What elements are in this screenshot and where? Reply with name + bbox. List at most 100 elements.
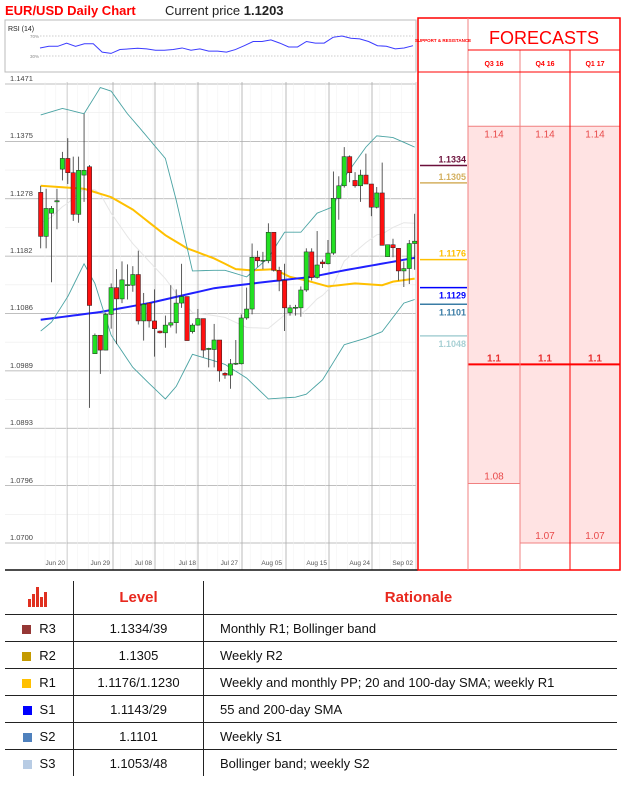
y-tick-label: 1.1375 <box>10 131 33 140</box>
candle-body <box>244 308 250 319</box>
sr-level-value: 1.1334 <box>438 155 466 165</box>
candle-body <box>395 248 401 272</box>
candle-body <box>190 324 195 332</box>
y-tick-label: 1.1471 <box>10 74 33 83</box>
candle-body <box>255 256 260 262</box>
rsi-lower-label: 30% <box>30 54 39 59</box>
level-color-swatch <box>22 732 32 742</box>
candle-body <box>87 166 92 306</box>
y-tick-label: 1.0796 <box>10 476 33 485</box>
candle-body <box>184 296 190 341</box>
forecast-high-value: 1.14 <box>535 129 555 140</box>
level-rationale: Monthly R1; Bollinger band <box>203 614 617 642</box>
rsi-upper-label: 70% <box>30 34 39 39</box>
candle-body <box>49 208 54 214</box>
forecast-high-value: 1.14 <box>585 129 605 140</box>
level-id-text: R1 <box>39 674 56 690</box>
table-row: S2 1.1101 Weekly S1 <box>5 722 617 750</box>
bollinger-middle-line <box>40 188 415 329</box>
x-tick-label: Jul 08 <box>135 560 153 567</box>
rsi-panel: RSI (14) 70% 30% <box>4 19 417 73</box>
sr-level-value: 1.1101 <box>439 307 466 317</box>
rsi-label: RSI (14) <box>8 26 34 33</box>
level-id-text: R2 <box>39 647 56 663</box>
level-value: 1.1053/48 <box>73 749 204 776</box>
candle-body <box>124 284 130 286</box>
x-tick-label: Aug 05 <box>261 560 282 567</box>
y-tick-label: 1.0989 <box>10 361 33 370</box>
candle-body <box>114 287 120 300</box>
candle-body <box>412 240 418 244</box>
level-color-swatch <box>22 651 32 661</box>
candle-body <box>173 302 179 323</box>
candle-body <box>358 174 363 187</box>
x-tick-label: Sep 02 <box>392 560 413 567</box>
candle-body <box>292 306 298 309</box>
level-id: S2 <box>5 722 74 750</box>
candle-body <box>303 251 309 291</box>
level-id-text: S3 <box>39 755 56 771</box>
table-row: R1 1.1176/1.1230 Weekly and monthly PP; 20… <box>5 668 617 696</box>
candle-body <box>385 244 391 257</box>
current-price: Current price 1.1203 <box>165 3 284 18</box>
support-resistance-levels: 1.1334 1.1305 1.1176 1.1129 1.1101 1.1048 <box>420 155 467 349</box>
level-rationale: Weekly S1 <box>203 722 617 750</box>
candle-body <box>103 314 109 351</box>
x-tick-label: Aug 15 <box>306 560 327 567</box>
level-value: 1.1176/1.1230 <box>73 668 204 696</box>
level-id: R3 <box>5 614 74 642</box>
candle-body <box>325 252 331 265</box>
candle-body <box>271 231 277 271</box>
y-tick-label: 1.1278 <box>10 189 33 198</box>
sr-level-value: 1.1305 <box>438 172 466 182</box>
candle-body <box>152 320 157 329</box>
level-color-swatch <box>22 759 32 769</box>
forecast-high-value: 1.14 <box>484 129 504 140</box>
forecast-mid-value: 1.1 <box>487 353 501 364</box>
candle-body <box>211 339 217 350</box>
sr-level-value: 1.1176 <box>439 249 466 259</box>
x-tick-label: Jun 20 <box>45 560 65 567</box>
candle-body <box>352 180 358 187</box>
candle-body <box>179 296 185 304</box>
candle-body <box>314 264 320 278</box>
level-id: S1 <box>5 695 74 723</box>
sr-level-value: 1.1048 <box>438 339 466 349</box>
indicator-lines <box>40 87 415 400</box>
level-id: S3 <box>5 749 74 776</box>
price-chart: RSI (14) 70% 30% 1.1471 1.1375 1.1278 1.118… <box>4 17 621 571</box>
forecast-range <box>570 126 620 543</box>
y-axis-labels: 1.1471 1.1375 1.1278 1.1182 1.1086 1.0989 1.08… <box>10 74 33 542</box>
candle-body <box>406 243 412 269</box>
candle-body <box>54 200 60 203</box>
x-axis-labels: Jun 20 Jun 29 Jul 08 Jul 18 Jul 27 Aug 05 Aug … <box>45 560 413 567</box>
candle-body <box>374 192 380 208</box>
x-tick-label: Jul 27 <box>221 560 239 567</box>
candle-body <box>287 307 293 313</box>
level-color-swatch <box>22 624 32 634</box>
rsi-frame <box>4 19 417 73</box>
candle-body <box>97 334 103 351</box>
forecast-low-value: 1.08 <box>484 471 504 482</box>
level-value: 1.1334/39 <box>73 614 204 642</box>
candle-body <box>265 231 271 262</box>
candle-body <box>363 174 369 185</box>
forecast-quarter-header: Q4 16 <box>535 61 554 68</box>
candle-body <box>59 158 65 170</box>
candle-body <box>92 334 98 354</box>
y-tick-label: 1.1182 <box>10 246 32 255</box>
table-row: R2 1.1305 Weekly R2 <box>5 641 617 669</box>
forecast-panel-border <box>417 17 621 571</box>
forecast-low-value: 1.07 <box>535 531 555 542</box>
forecast-low-value: 1.07 <box>585 531 605 542</box>
forecast-range <box>520 126 570 543</box>
y-tick-label: 1.1086 <box>10 303 33 312</box>
candle-body <box>309 251 315 278</box>
candle-body <box>217 339 223 372</box>
candle-body <box>282 280 288 309</box>
table-row: S1 1.1143/29 55 and 200-day SMA <box>5 695 617 723</box>
candle-body <box>81 170 87 176</box>
candle-body <box>43 208 49 237</box>
bollinger-upper-line <box>40 87 415 278</box>
